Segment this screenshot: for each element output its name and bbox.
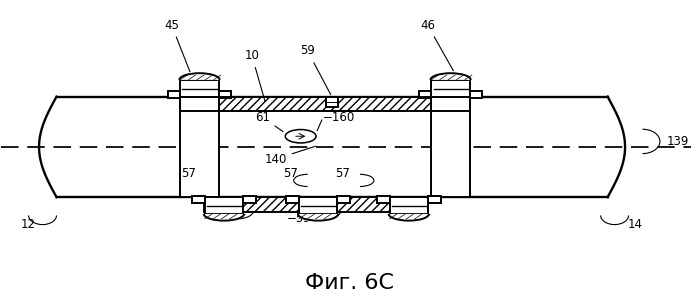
Bar xyxy=(205,197,243,214)
Bar xyxy=(192,196,205,203)
Text: −55: −55 xyxy=(206,212,231,225)
Wedge shape xyxy=(389,214,429,223)
Bar xyxy=(428,196,440,203)
Text: −55: −55 xyxy=(287,212,311,225)
Text: 57: 57 xyxy=(182,167,196,180)
Text: 57: 57 xyxy=(335,167,350,180)
Bar xyxy=(243,196,256,203)
Bar xyxy=(419,91,431,98)
Text: 14: 14 xyxy=(628,218,643,231)
Text: 139: 139 xyxy=(667,135,689,148)
Text: 10: 10 xyxy=(245,49,265,101)
Bar xyxy=(180,80,219,97)
Text: Фиг. 6С: Фиг. 6С xyxy=(305,273,394,293)
Text: 46: 46 xyxy=(420,19,456,76)
Wedge shape xyxy=(431,71,471,80)
Text: 59: 59 xyxy=(300,44,331,95)
Bar xyxy=(389,197,428,214)
Bar xyxy=(470,91,482,98)
Text: 45: 45 xyxy=(164,19,192,76)
Bar xyxy=(338,196,350,203)
Bar xyxy=(431,97,470,197)
Bar xyxy=(219,97,431,111)
Bar xyxy=(299,197,338,214)
Wedge shape xyxy=(204,214,244,223)
Wedge shape xyxy=(180,71,219,80)
Bar xyxy=(57,97,607,197)
Bar xyxy=(180,97,219,197)
Bar xyxy=(431,80,470,97)
Text: 140: 140 xyxy=(264,146,315,166)
Text: 61: 61 xyxy=(255,111,283,132)
Bar xyxy=(326,97,338,107)
Bar xyxy=(287,196,299,203)
Bar xyxy=(219,91,231,98)
Text: 57: 57 xyxy=(283,167,298,180)
Text: 12: 12 xyxy=(21,218,36,231)
Bar xyxy=(168,91,180,98)
Bar xyxy=(204,197,428,212)
Text: −160: −160 xyxy=(323,111,355,124)
Bar xyxy=(377,196,389,203)
Wedge shape xyxy=(298,214,338,223)
